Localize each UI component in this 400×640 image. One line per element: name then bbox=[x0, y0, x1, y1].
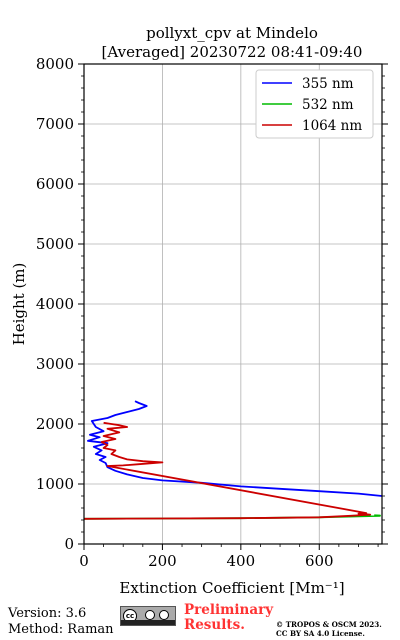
cc-license-badge[interactable]: cc bbox=[120, 606, 176, 626]
copyright-line2: CC BY SA 4.0 License. bbox=[276, 629, 365, 638]
x-tick-label: 0 bbox=[79, 552, 89, 570]
x-axis-label: Extinction Coefficient [Mm⁻¹] bbox=[119, 579, 344, 597]
preliminary-line1: Preliminary bbox=[184, 602, 274, 618]
x-tick-label: 600 bbox=[305, 552, 334, 570]
sa-icon bbox=[159, 610, 169, 620]
y-tick-label: 7000 bbox=[36, 115, 74, 133]
version-text: Version: 3.6 bbox=[8, 606, 87, 621]
series-layer bbox=[83, 400, 383, 520]
legend: 355 nm 532 nm 1064 nm bbox=[255, 69, 374, 139]
legend-label-355: 355 nm bbox=[302, 76, 354, 92]
tick-layer: 0 200 400 600010002000300040005000600070008… bbox=[36, 55, 388, 570]
y-tick-label: 8000 bbox=[36, 55, 74, 73]
method-text: Method: Raman bbox=[8, 622, 114, 637]
copyright-notice: © TROPOS & OSCM 2023. CC BY SA 4.0 Licen… bbox=[276, 620, 382, 638]
legend-label-532: 532 nm bbox=[302, 97, 354, 113]
series-line-2 bbox=[83, 421, 372, 520]
preliminary-notice: Preliminary Results. bbox=[184, 603, 273, 633]
x-tick-label: 200 bbox=[148, 552, 177, 570]
legend-box bbox=[255, 69, 374, 139]
chart-title-line1: pollyxt_cpv at Mindelo bbox=[146, 24, 318, 42]
y-tick-label: 3000 bbox=[36, 355, 74, 373]
legend-label-1064: 1064 nm bbox=[302, 118, 362, 134]
footer-info: Version: 3.6 Method: Raman bbox=[8, 606, 114, 638]
y-tick-label: 2000 bbox=[36, 415, 74, 433]
series-line-0 bbox=[87, 400, 383, 497]
y-axis-label: Height (m) bbox=[10, 263, 28, 346]
y-tick-label: 5000 bbox=[36, 235, 74, 253]
preliminary-line2: Results. bbox=[184, 617, 245, 633]
y-tick-label: 1000 bbox=[36, 475, 74, 493]
y-tick-label: 0 bbox=[64, 535, 74, 553]
cc-badge-bar bbox=[121, 620, 175, 625]
chart-title-line2: [Averaged] 20230722 08:41-09:40 bbox=[102, 43, 363, 61]
x-tick-label: 400 bbox=[227, 552, 256, 570]
y-tick-label: 4000 bbox=[36, 295, 74, 313]
by-icon bbox=[145, 610, 155, 620]
y-tick-label: 6000 bbox=[36, 175, 74, 193]
copyright-line1: © TROPOS & OSCM 2023. bbox=[276, 620, 382, 629]
